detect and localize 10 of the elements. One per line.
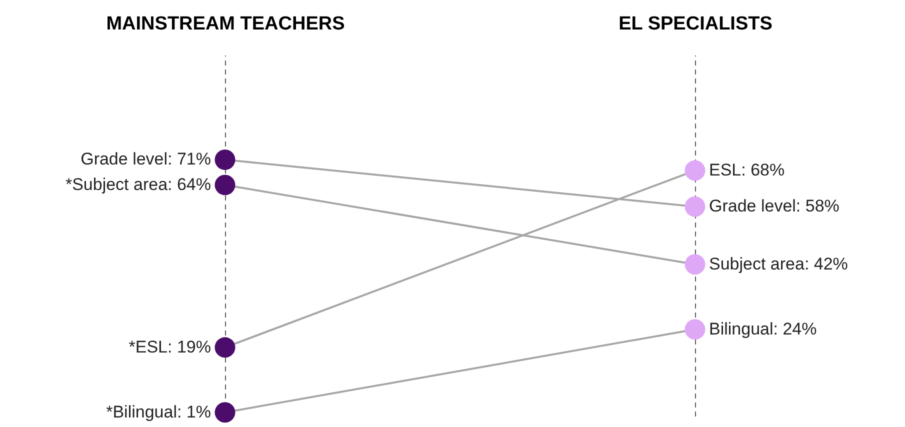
data-label: Bilingual: 24% <box>709 319 817 338</box>
data-label: *Bilingual: 1% <box>106 402 211 422</box>
x-tick-label: MAINSTREAM TEACHERS <box>106 14 345 34</box>
data-label: *ESL: 19% <box>128 337 211 356</box>
data-label: Subject area: 42% <box>709 254 848 274</box>
data-label: Grade level: 58% <box>709 196 840 216</box>
x-tick-label: EL SPECIALISTS <box>618 14 772 34</box>
data-label: *Subject area: 64% <box>65 174 211 194</box>
data-label: ESL: 68% <box>709 160 785 180</box>
data-label: Grade level: 71% <box>80 150 211 169</box>
